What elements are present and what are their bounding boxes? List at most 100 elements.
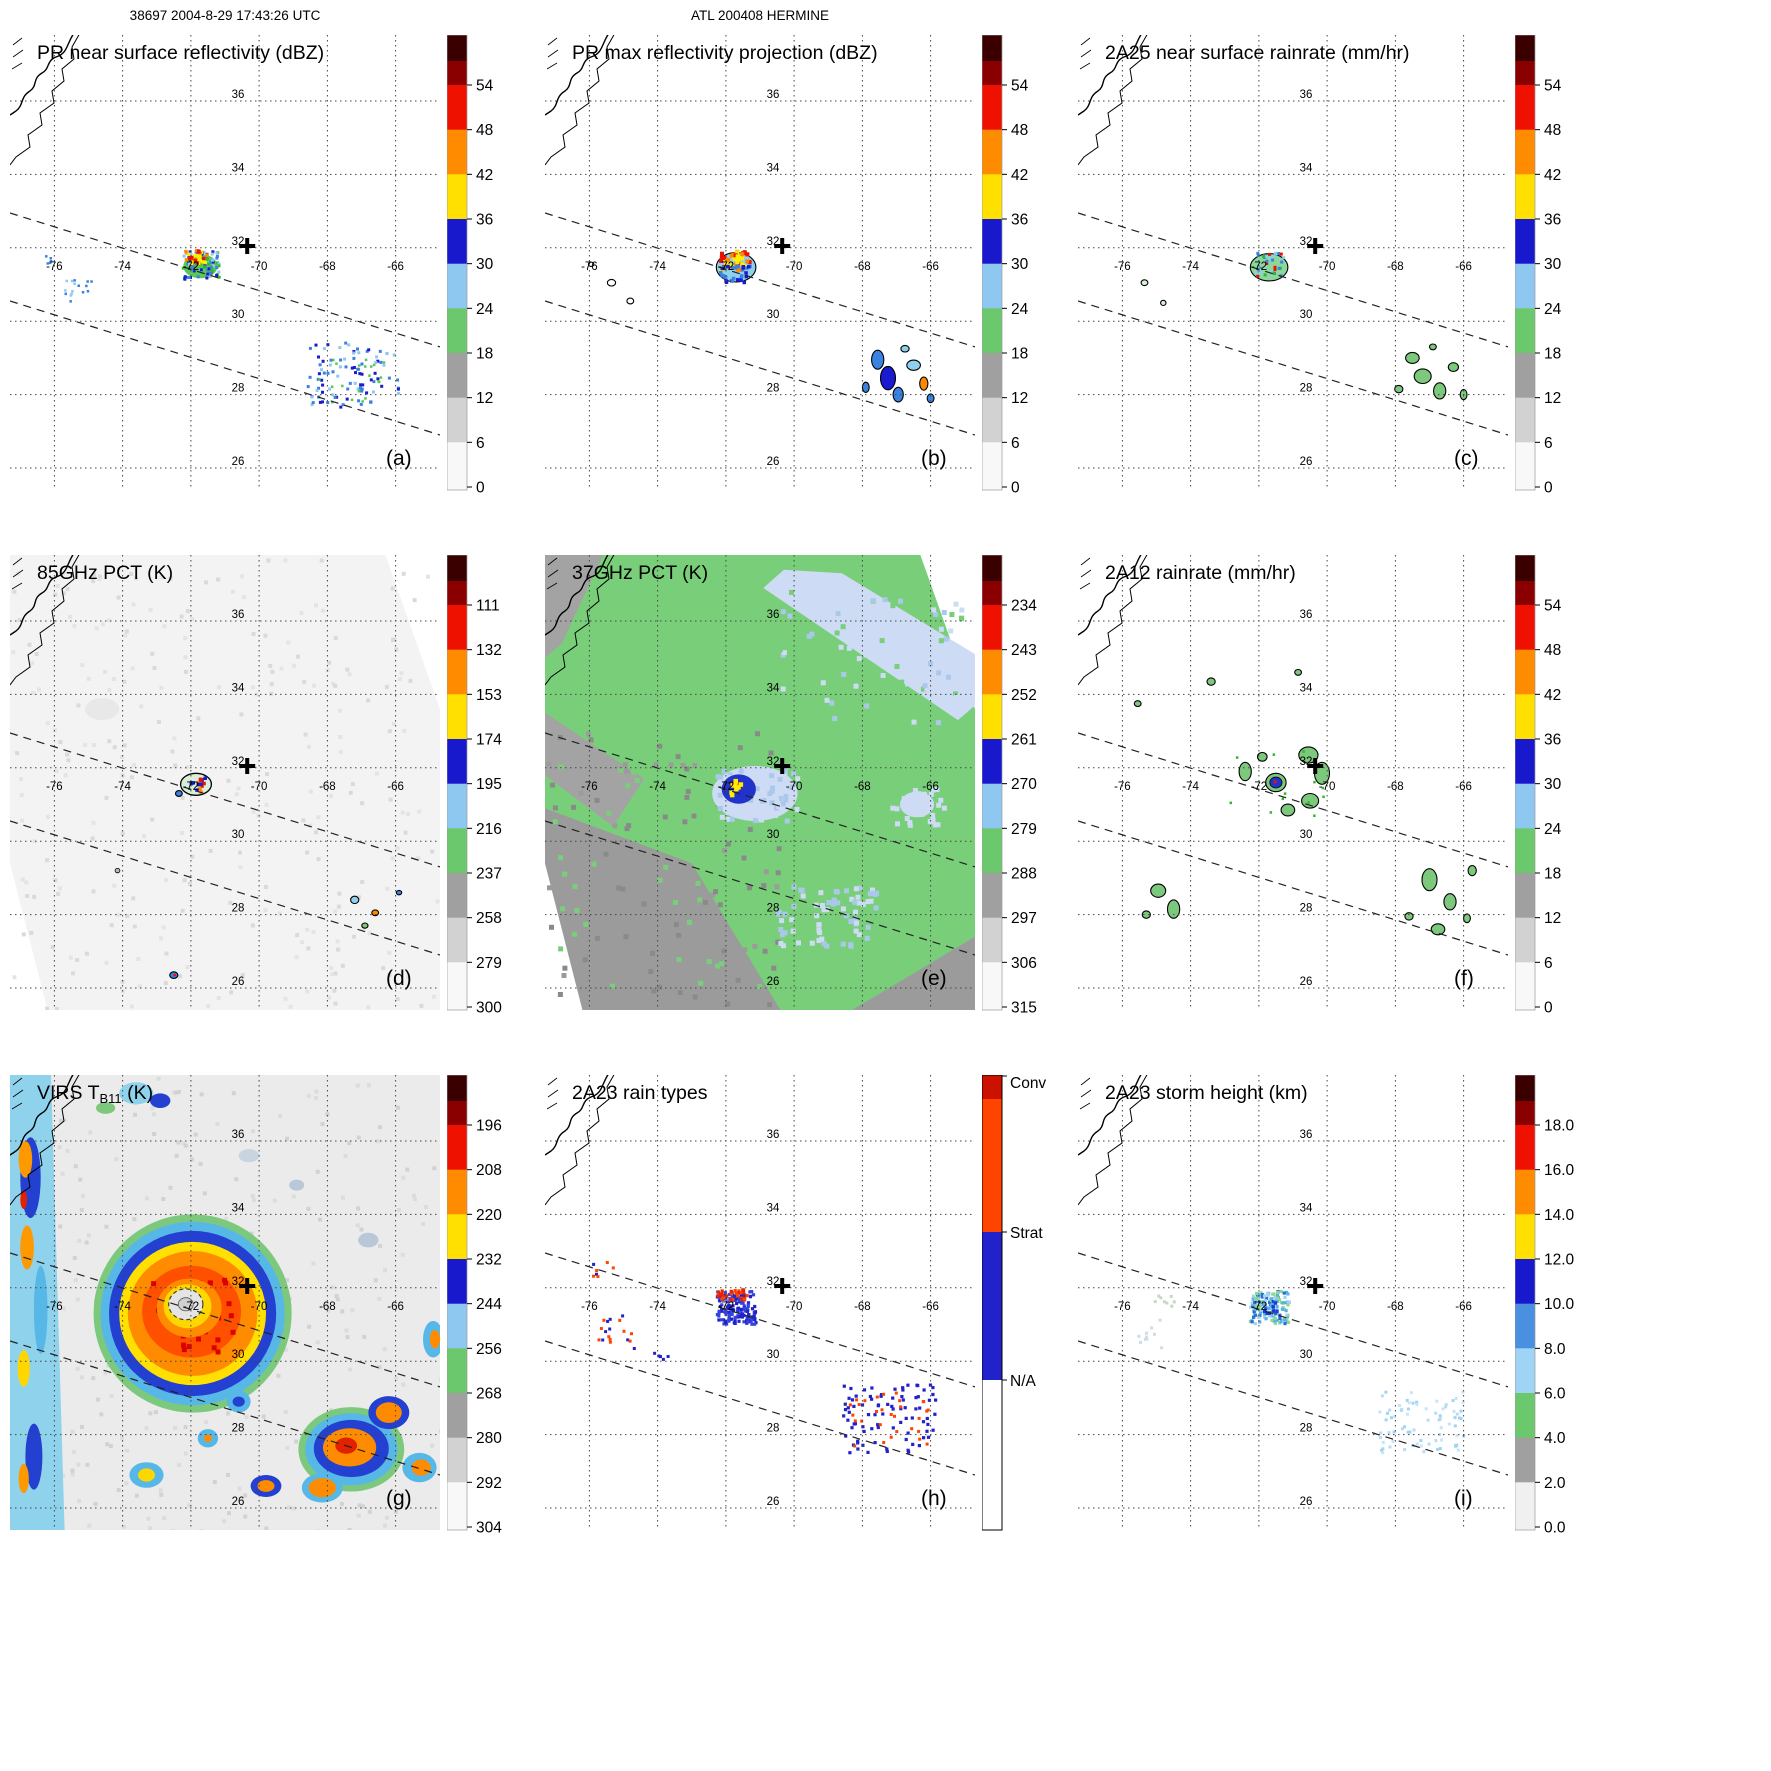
svg-text:36: 36 bbox=[1300, 1129, 1313, 1141]
panel-b-title: PR max reflectivity projection (dBZ) bbox=[572, 42, 878, 64]
svg-text:14.0: 14.0 bbox=[1544, 1207, 1575, 1224]
svg-text:28: 28 bbox=[767, 1423, 780, 1435]
svg-text:-70: -70 bbox=[786, 261, 803, 273]
svg-text:0: 0 bbox=[1011, 480, 1020, 497]
svg-text:26: 26 bbox=[232, 456, 245, 468]
colorbar-e: 234 243 252 261 270 279 288 297 306 315 bbox=[982, 555, 1037, 1017]
svg-text:-70: -70 bbox=[251, 1301, 268, 1313]
panel-b: -76 -74 -72 -70 -68 -66 36 34 32 30 28 26 54 48 42 36 3… bbox=[545, 35, 1080, 507]
svg-text:-68: -68 bbox=[1387, 781, 1404, 793]
svg-text:196: 196 bbox=[476, 1118, 502, 1135]
svg-text:Strat: Strat bbox=[1010, 1225, 1043, 1242]
svg-text:234: 234 bbox=[1011, 598, 1037, 615]
svg-text:36: 36 bbox=[232, 609, 245, 621]
svg-text:216: 216 bbox=[476, 821, 502, 838]
svg-text:48: 48 bbox=[1011, 122, 1028, 139]
colorbar-a: 54 48 42 36 30 24 18 12 6 0 bbox=[447, 35, 494, 497]
svg-text:30: 30 bbox=[1544, 256, 1562, 273]
svg-text:34: 34 bbox=[1300, 1202, 1313, 1214]
svg-text:26: 26 bbox=[767, 1496, 780, 1508]
svg-text:28: 28 bbox=[767, 383, 780, 395]
svg-text:36: 36 bbox=[232, 1129, 245, 1141]
svg-text:-74: -74 bbox=[1182, 261, 1199, 273]
panel-f-letter: (f) bbox=[1454, 967, 1474, 990]
panel-c: -76 -74 -72 -70 -68 -66 36 34 32 30 28 26 54 48 42 36 3… bbox=[1078, 35, 1613, 507]
svg-text:-68: -68 bbox=[854, 781, 871, 793]
svg-text:258: 258 bbox=[476, 910, 502, 927]
svg-text:306: 306 bbox=[1011, 955, 1037, 972]
svg-text:-74: -74 bbox=[649, 1301, 666, 1313]
svg-text:26: 26 bbox=[232, 1496, 245, 1508]
svg-text:-72: -72 bbox=[1251, 261, 1268, 273]
svg-text:34: 34 bbox=[1300, 682, 1313, 694]
svg-text:292: 292 bbox=[476, 1475, 502, 1492]
panel-i: -76 -74 -72 -70 -68 -66 36 34 32 30 28 26 18.0 16.0 1… bbox=[1078, 1075, 1613, 1547]
svg-text:243: 243 bbox=[1011, 642, 1037, 659]
panel-h-title: 2A23 rain types bbox=[572, 1082, 708, 1104]
svg-text:8.0: 8.0 bbox=[1544, 1341, 1566, 1358]
svg-text:-72: -72 bbox=[183, 1301, 200, 1313]
panel-e-title: 37GHz PCT (K) bbox=[572, 562, 709, 584]
svg-text:28: 28 bbox=[232, 1423, 245, 1435]
svg-text:111: 111 bbox=[476, 598, 500, 615]
svg-text:6: 6 bbox=[476, 435, 485, 452]
panel-i-title: 2A23 storm height (km) bbox=[1105, 1082, 1308, 1104]
svg-text:-74: -74 bbox=[649, 261, 666, 273]
svg-text:0: 0 bbox=[1544, 480, 1553, 497]
svg-text:315: 315 bbox=[1011, 1000, 1037, 1017]
svg-text:28: 28 bbox=[232, 383, 245, 395]
svg-text:30: 30 bbox=[232, 1349, 245, 1361]
svg-text:28: 28 bbox=[232, 903, 245, 915]
svg-text:132: 132 bbox=[476, 642, 502, 659]
svg-text:6: 6 bbox=[1544, 435, 1553, 452]
svg-text:-70: -70 bbox=[1319, 781, 1336, 793]
svg-text:30: 30 bbox=[232, 309, 245, 321]
svg-text:-66: -66 bbox=[387, 781, 404, 793]
svg-text:48: 48 bbox=[476, 122, 493, 139]
svg-text:54: 54 bbox=[1544, 598, 1562, 615]
svg-text:-68: -68 bbox=[854, 261, 871, 273]
svg-text:26: 26 bbox=[767, 456, 780, 468]
svg-text:-66: -66 bbox=[1455, 261, 1472, 273]
svg-text:54: 54 bbox=[1011, 78, 1029, 95]
svg-text:-76: -76 bbox=[1114, 1301, 1131, 1313]
svg-text:6.0: 6.0 bbox=[1544, 1386, 1566, 1403]
panel-h-letter: (h) bbox=[921, 1487, 947, 1510]
svg-text:244: 244 bbox=[476, 1296, 502, 1313]
svg-text:-74: -74 bbox=[649, 781, 666, 793]
panel-g: -76 -74 -72 -70 -68 -66 36 34 32 30 28 26 196 208 220… bbox=[10, 1075, 545, 1547]
svg-text:-68: -68 bbox=[854, 1301, 871, 1313]
svg-text:-74: -74 bbox=[114, 1301, 131, 1313]
panel-d-title: 85GHz PCT (K) bbox=[37, 562, 174, 584]
svg-text:54: 54 bbox=[476, 78, 494, 95]
svg-text:30: 30 bbox=[767, 829, 780, 841]
svg-text:0.0: 0.0 bbox=[1544, 1520, 1566, 1537]
svg-text:24: 24 bbox=[476, 301, 494, 318]
svg-text:297: 297 bbox=[1011, 910, 1037, 927]
svg-text:N/A: N/A bbox=[1010, 1373, 1037, 1390]
svg-text:4.0: 4.0 bbox=[1544, 1430, 1566, 1447]
panel-f-title: 2A12 rainrate (mm/hr) bbox=[1105, 562, 1296, 584]
svg-text:304: 304 bbox=[476, 1520, 502, 1537]
svg-text:26: 26 bbox=[1300, 456, 1313, 468]
svg-text:42: 42 bbox=[1544, 167, 1561, 184]
svg-text:36: 36 bbox=[1544, 732, 1561, 749]
svg-text:26: 26 bbox=[767, 976, 780, 988]
panel-i-letter: (i) bbox=[1454, 1487, 1473, 1510]
svg-text:-70: -70 bbox=[786, 1301, 803, 1313]
svg-text:34: 34 bbox=[232, 682, 245, 694]
panel-c-title: 2A25 near surface rainrate (mm/hr) bbox=[1105, 42, 1410, 64]
colorbar-b: 54 48 42 36 30 24 18 12 6 0 bbox=[982, 35, 1029, 497]
svg-text:12: 12 bbox=[1544, 390, 1561, 407]
panel-d-letter: (d) bbox=[386, 967, 412, 990]
svg-text:26: 26 bbox=[232, 976, 245, 988]
svg-text:36: 36 bbox=[232, 89, 245, 101]
svg-text:36: 36 bbox=[1300, 609, 1313, 621]
storm-header: ATL 200408 HERMINE bbox=[690, 8, 830, 23]
svg-text:30: 30 bbox=[1300, 309, 1313, 321]
svg-text:30: 30 bbox=[1011, 256, 1029, 273]
svg-text:300: 300 bbox=[476, 1000, 502, 1017]
svg-text:28: 28 bbox=[1300, 1423, 1313, 1435]
